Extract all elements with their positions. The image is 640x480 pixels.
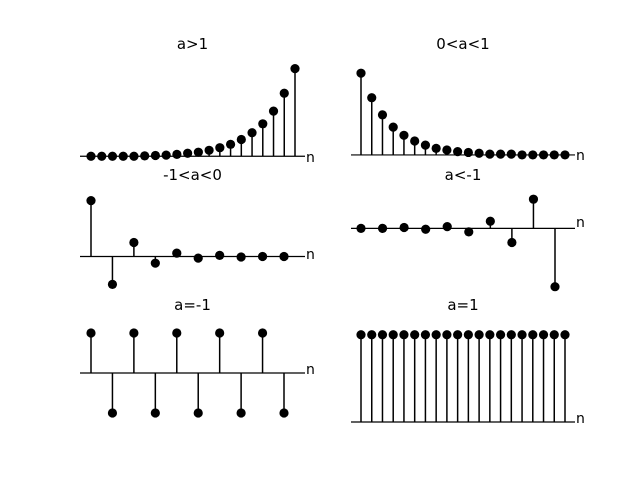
stem-marker <box>495 330 506 340</box>
stem-marker <box>377 110 388 120</box>
stem-marker <box>258 119 268 129</box>
stem-marker <box>107 408 118 418</box>
stem-marker <box>550 282 560 292</box>
stem-marker <box>399 130 409 140</box>
stem-marker <box>268 106 279 116</box>
stem-marker <box>442 221 452 232</box>
stem-marker <box>431 143 441 153</box>
stem-marker <box>388 330 398 340</box>
stem-panel-3: -1<a<0 n <box>80 166 315 290</box>
stem-marker <box>506 330 516 340</box>
stem-marker <box>236 134 246 145</box>
stem-marker <box>485 330 495 340</box>
stem-marker <box>474 148 484 158</box>
stem-marker <box>172 328 182 338</box>
panel-title: -1<a<0 <box>163 166 222 184</box>
stem-marker <box>463 147 473 158</box>
stem-marker <box>549 330 559 340</box>
stem-marker <box>279 408 289 418</box>
stem-marker <box>507 237 517 248</box>
stem-marker <box>172 248 182 258</box>
stem-marker <box>367 93 377 103</box>
stem-marker <box>257 328 268 338</box>
stem-panel-2: 0<a<1 n <box>351 35 585 164</box>
stem-marker <box>161 150 171 160</box>
stem-marker <box>172 149 182 160</box>
panel-title: a=-1 <box>174 296 211 314</box>
stem-marker <box>528 194 539 204</box>
stem-marker <box>420 330 431 340</box>
stem-marker <box>399 222 409 233</box>
axis-label-n: n <box>306 247 315 263</box>
stem-marker <box>107 279 118 290</box>
stem-marker <box>431 330 441 340</box>
stem-marker <box>236 408 246 418</box>
stem-marker <box>560 330 570 340</box>
stem-marker <box>463 330 473 340</box>
stem-marker <box>485 216 495 226</box>
axis-label-n: n <box>576 411 585 427</box>
stem-marker <box>495 149 506 159</box>
stem-marker <box>367 330 377 340</box>
stem-marker <box>485 149 495 159</box>
axis-label-n: n <box>306 362 315 378</box>
stem-marker <box>442 330 452 340</box>
stem-marker <box>279 88 289 98</box>
stem-marker <box>399 330 409 340</box>
panel-title: a=1 <box>447 296 478 314</box>
stem-marker <box>474 330 484 340</box>
stem-marker <box>410 330 420 340</box>
stem-marker <box>129 237 139 248</box>
stem-marker <box>388 122 398 132</box>
panel-title: a>1 <box>177 35 208 53</box>
stem-marker <box>420 140 431 150</box>
stem-marker <box>86 195 96 206</box>
stem-marker <box>129 328 139 338</box>
stem-panel-5: a=-1 n <box>80 296 315 418</box>
stem-marker <box>356 330 366 340</box>
panel-title: 0<a<1 <box>436 35 489 53</box>
stem-marker <box>410 136 420 146</box>
stem-marker <box>193 253 203 263</box>
stem-marker <box>247 128 257 138</box>
stem-marker <box>86 328 96 338</box>
stem-marker <box>193 408 203 418</box>
stem-marker <box>225 139 236 149</box>
stem-marker <box>150 408 160 418</box>
stem-marker <box>453 330 463 340</box>
stem-marker <box>204 145 214 155</box>
stem-marker <box>290 63 300 74</box>
stem-marker <box>215 143 225 153</box>
stem-marker <box>150 258 160 268</box>
stem-marker <box>183 148 193 158</box>
axis-label-n: n <box>576 148 585 164</box>
stem-marker <box>453 147 463 157</box>
axis-label-n: n <box>576 215 585 231</box>
stem-marker <box>150 150 161 161</box>
stem-marker <box>215 250 225 260</box>
stem-marker <box>442 145 452 155</box>
stem-marker <box>517 330 527 340</box>
stem-panel-1: a>1 n <box>80 35 315 166</box>
axis-label-n: n <box>306 150 315 166</box>
stem-panel-4: a<-1 n <box>351 166 585 292</box>
panel-title: a<-1 <box>445 166 482 184</box>
stem-marker <box>356 68 366 78</box>
stem-marker <box>538 330 549 340</box>
stem-marker <box>464 227 474 237</box>
stem-marker <box>528 330 538 340</box>
stem-panel-6: a=1 n <box>351 296 585 427</box>
stem-marker <box>506 149 516 159</box>
stem-marker <box>377 330 388 340</box>
stem-marker <box>193 147 203 157</box>
stem-marker <box>215 328 225 338</box>
stem-marker <box>421 224 431 234</box>
